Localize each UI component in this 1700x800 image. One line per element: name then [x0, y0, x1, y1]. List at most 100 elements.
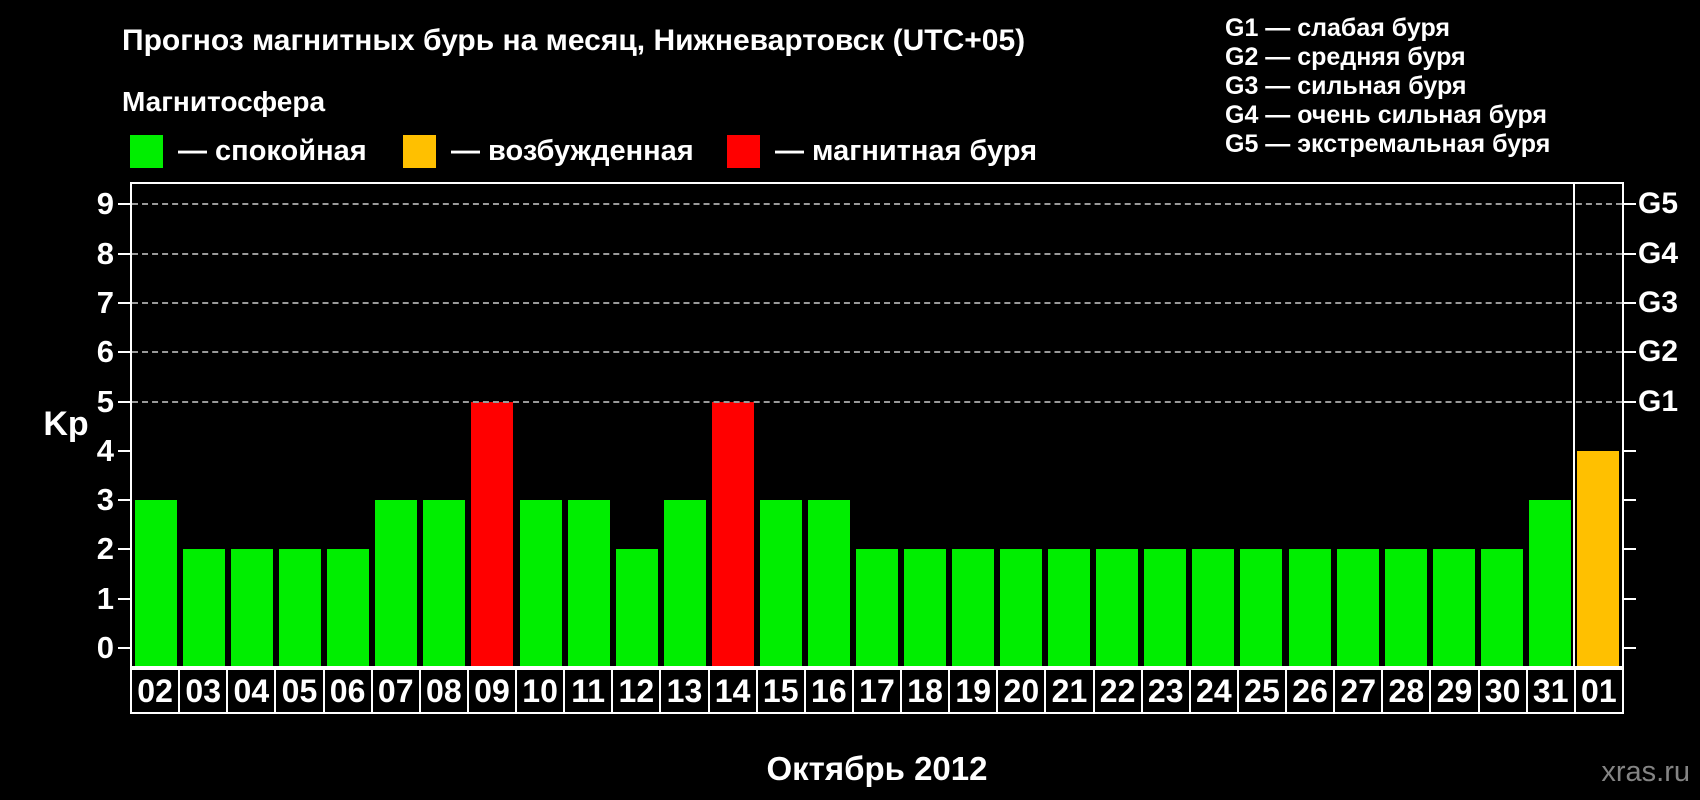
gridline-kp-7 — [132, 301, 1622, 304]
bar-slot-16 — [805, 184, 853, 666]
y-axis-label-2: 2 — [96, 531, 114, 567]
bar-day-06 — [327, 549, 370, 666]
bar-day-25 — [1240, 549, 1283, 666]
x-axis-date-label-10: 10 — [515, 668, 566, 714]
bar-day-18 — [904, 549, 947, 666]
bar-slot-29 — [1430, 184, 1478, 666]
bar-day-21 — [1048, 549, 1091, 666]
bar-slot-23 — [1141, 184, 1189, 666]
bar-slot-30 — [1478, 184, 1526, 666]
y-axis-tick-left-2 — [118, 548, 130, 551]
g-legend-line-2: G2 — средняя буря — [1225, 43, 1466, 71]
x-axis-date-label-29: 29 — [1429, 668, 1480, 714]
bar-slot-15 — [757, 184, 805, 666]
bar-slot-17 — [853, 184, 901, 666]
g-axis-label-g4: G4 — [1638, 236, 1679, 270]
gridline-kp-9 — [132, 203, 1622, 206]
y-axis-tick-right-0 — [1624, 647, 1636, 649]
bar-slot-11 — [565, 184, 613, 666]
bar-slot-20 — [997, 184, 1045, 666]
y-axis-label-8: 8 — [96, 235, 114, 271]
y-axis-tick-left-6 — [118, 351, 130, 354]
gridline-kp-8 — [132, 252, 1622, 255]
storm-color-swatch-icon — [727, 134, 760, 168]
y-axis-tick-left-8 — [118, 252, 130, 255]
g-axis-label-g1: G1 — [1638, 384, 1679, 418]
y-axis-label-1: 1 — [96, 580, 114, 616]
bar-day-05 — [279, 549, 322, 666]
y-axis-label-6: 6 — [96, 334, 114, 370]
legend-item-quiet: — спокойная — [130, 134, 367, 168]
x-axis-date-label-26: 26 — [1285, 668, 1336, 714]
bar-slot-26 — [1286, 184, 1334, 666]
x-axis-date-label-25: 25 — [1236, 668, 1287, 714]
bar-slot-14 — [709, 184, 757, 666]
x-axis-date-label-24: 24 — [1188, 668, 1239, 714]
bar-slot-10 — [517, 184, 565, 666]
bar-slot-09 — [468, 184, 516, 666]
bar-day-23 — [1144, 549, 1187, 666]
bar-day-04 — [231, 549, 274, 666]
excited-color-swatch-icon — [403, 134, 436, 168]
bar-day-02 — [135, 500, 178, 666]
legend-item-storm: — магнитная буря — [727, 134, 1037, 168]
bar-day-20 — [1000, 549, 1043, 666]
chart-title: Прогноз магнитных бурь на месяц, Нижнева… — [122, 24, 1026, 57]
bar-slot-28 — [1382, 184, 1430, 666]
x-axis-date-label-07: 07 — [370, 668, 421, 714]
bar-day-15 — [759, 500, 802, 666]
y-axis-tick-right-2 — [1624, 548, 1636, 551]
bar-slot-18 — [901, 184, 949, 666]
x-axis-date-label-18: 18 — [900, 668, 951, 714]
magnetosphere-legend: — спокойная — возбужденная — магнитная бур… — [0, 134, 1700, 168]
y-axis-tick-left-0 — [118, 647, 130, 649]
g-legend-line-1: G1 — слабая буря — [1225, 14, 1451, 42]
bar-day-28 — [1384, 549, 1427, 666]
y-axis-tick-left-5 — [118, 400, 130, 403]
gridline-kp-6 — [132, 351, 1622, 354]
g-legend-line-5: G5 — экстремальная буря — [1225, 130, 1551, 158]
bar-slot-08 — [420, 184, 468, 666]
y-axis-title: Kp — [43, 405, 89, 444]
bar-slot-13 — [661, 184, 709, 666]
y-axis-label-9: 9 — [96, 186, 114, 222]
x-axis-date-row: 02 03 04 05 06 07 08 09 10 11 12 13 14 15 16 17 18 19 20 21… — [130, 668, 1624, 714]
x-axis-date-label-06: 06 — [322, 668, 373, 714]
plot-area — [130, 182, 1624, 668]
bar-slot-22 — [1093, 184, 1141, 666]
x-axis-date-label-08: 08 — [418, 668, 469, 714]
g-legend-line-3: G3 — сильная буря — [1225, 72, 1467, 100]
y-axis-tick-left-7 — [118, 301, 130, 304]
y-axis-tick-left-9 — [118, 203, 130, 206]
x-axis-date-label-01: 01 — [1573, 668, 1624, 714]
bar-day-13 — [663, 500, 706, 666]
g-legend-line-4: G4 — очень сильная буря — [1225, 101, 1547, 129]
bar-slot-31 — [1526, 184, 1574, 666]
bar-day-12 — [615, 549, 658, 666]
bar-slot-05 — [276, 184, 324, 666]
x-axis-date-label-11: 11 — [563, 668, 614, 714]
x-axis-date-label-28: 28 — [1381, 668, 1432, 714]
y-axis-tick-right-1 — [1624, 597, 1636, 600]
magnetosphere-legend-title: Магнитосфера — [122, 86, 326, 117]
bar-day-03 — [183, 549, 226, 666]
y-axis-label-4: 4 — [96, 432, 114, 468]
x-axis-date-label-13: 13 — [659, 668, 710, 714]
bar-day-17 — [855, 549, 898, 666]
x-axis-date-label-21: 21 — [1044, 668, 1095, 714]
quiet-color-swatch-icon — [130, 134, 163, 168]
bar-slot-01 — [1574, 184, 1622, 666]
bar-day-16 — [807, 500, 850, 666]
y-axis-tick-left-4 — [118, 449, 130, 452]
x-axis-date-label-03: 03 — [178, 668, 229, 714]
g-axis-label-g5: G5 — [1638, 187, 1679, 221]
bar-day-11 — [567, 500, 610, 666]
month-separator-line — [1572, 184, 1575, 666]
x-axis-date-label-17: 17 — [851, 668, 902, 714]
bar-slot-04 — [228, 184, 276, 666]
bar-slot-03 — [180, 184, 228, 666]
bar-slot-12 — [613, 184, 661, 666]
bar-day-19 — [952, 549, 995, 666]
y-axis-tick-left-1 — [118, 597, 130, 600]
